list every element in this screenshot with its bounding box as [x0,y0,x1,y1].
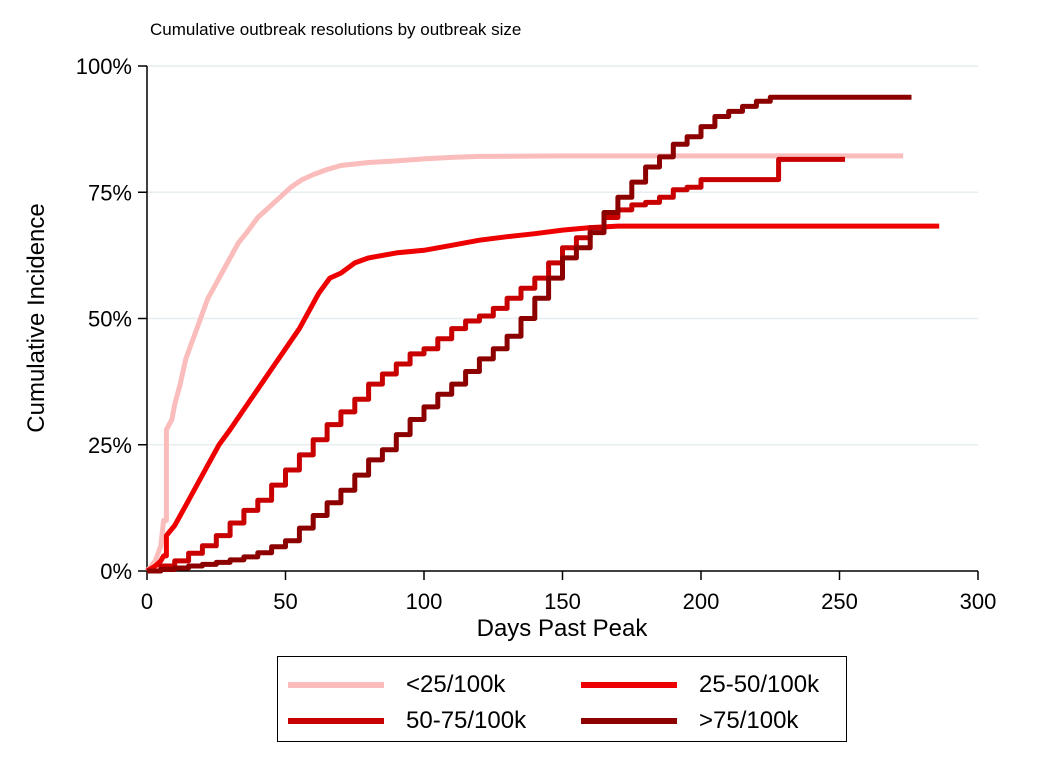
x-tick-label: 50 [273,589,297,614]
x-tick-label: 0 [141,589,153,614]
legend-swatch [288,718,384,724]
series-lines [145,94,940,574]
chart-title: Cumulative outbreak resolutions by outbr… [150,20,522,39]
x-tick-label: 100 [406,589,443,614]
legend-item-gt75: >75/100k [581,707,798,735]
x-tick-label: 150 [544,589,581,614]
series-line-0 [145,153,904,573]
legend-item-50-75: 50-75/100k [288,707,526,735]
legend-label: <25/100k [406,671,506,698]
x-tick-label: 250 [821,589,858,614]
series-line-2 [147,156,845,574]
x-axis-label: Days Past Peak [477,615,649,642]
y-tick-label: 50% [88,307,132,332]
legend-label: 25-50/100k [699,671,820,698]
cumulative-incidence-chart: 0% 25% 50% 75% 100% 0 50 100 150 200 250 300 Days P… [23,54,997,642]
y-tick-label: 75% [88,180,132,205]
x-tick-label: 300 [960,589,997,614]
legend-item-25-50: 25-50/100k [581,671,819,699]
y-tick-label: 25% [88,433,132,458]
legend-swatch [288,682,384,688]
series-line-3 [147,94,912,574]
y-tick-label: 100% [76,54,132,79]
axes: 0% 25% 50% 75% 100% 0 50 100 150 200 250 300 [76,54,997,614]
legend-label: >75/100k [699,707,799,734]
legend-swatch [581,682,677,688]
legend-label: 50-75/100k [406,707,527,734]
y-tick-label: 0% [100,559,132,584]
y-axis-label: Cumulative Incidence [23,203,50,432]
series-line-1 [145,223,940,574]
legend: <25/100k 25-50/100k 50-75/100k >75/100k [277,656,847,742]
legend-swatch [581,718,677,724]
x-tick-label: 200 [683,589,720,614]
legend-item-lt25: <25/100k [288,671,505,699]
